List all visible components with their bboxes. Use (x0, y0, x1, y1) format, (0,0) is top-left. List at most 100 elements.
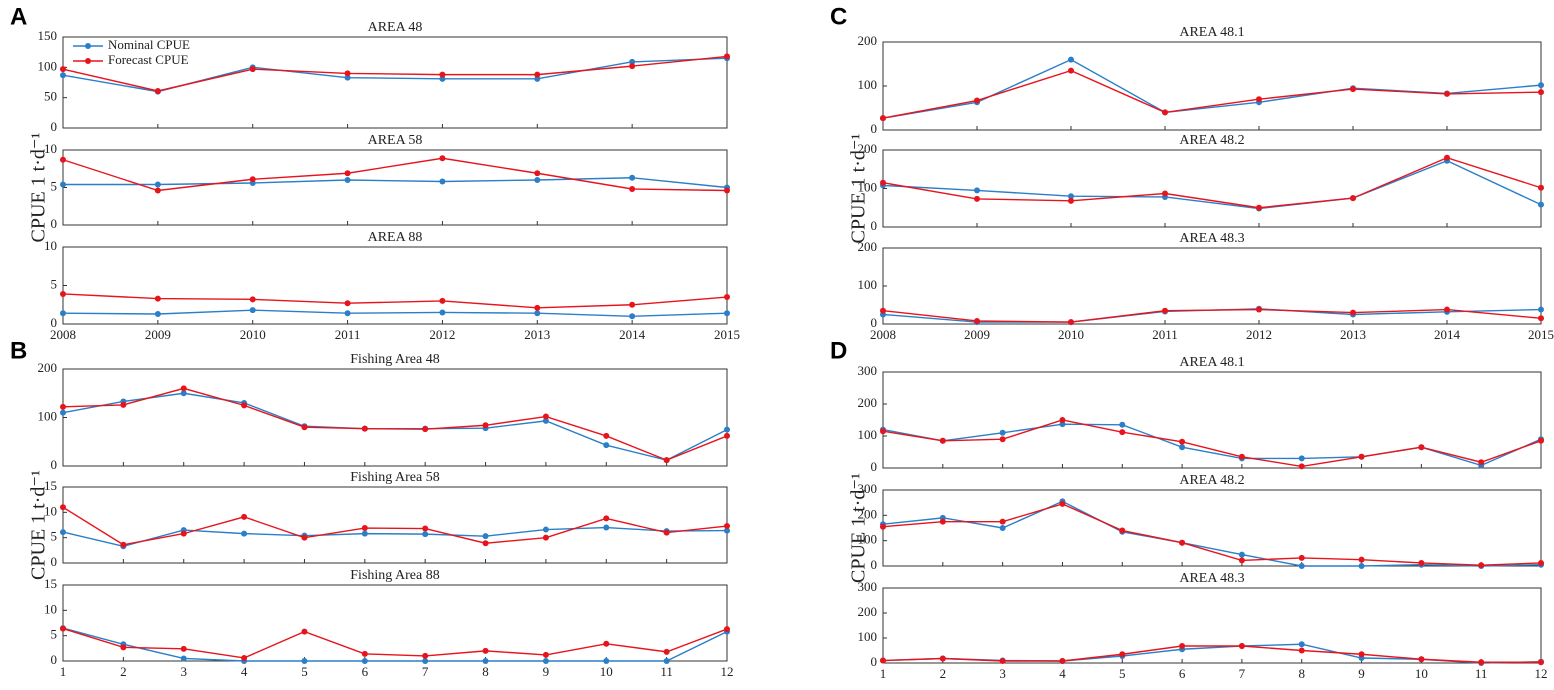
data-point (361, 530, 368, 537)
y-tick-label: 10 (44, 141, 57, 156)
x-tick-label: 12 (721, 664, 734, 679)
x-tick-label: 2008 (870, 327, 896, 342)
data-point (542, 658, 549, 664)
x-tick-label: 11 (660, 664, 673, 679)
y-tick-label: 10 (44, 503, 57, 518)
data-point (1119, 421, 1126, 428)
y-tick-label: 10 (44, 238, 57, 253)
data-point (663, 648, 670, 655)
data-point (154, 187, 161, 194)
x-tick-label: 2013 (524, 327, 550, 342)
data-point (603, 524, 610, 531)
x-tick-label: 10 (600, 664, 613, 679)
data-point (60, 625, 66, 632)
data-point (939, 437, 946, 444)
data-point (180, 645, 187, 652)
series-line (882, 156, 1542, 209)
data-point (1162, 190, 1168, 197)
data-point (180, 385, 187, 392)
data-point (534, 310, 541, 317)
data-point (1538, 89, 1544, 96)
data-point (939, 518, 946, 525)
x-tick-label: 2009 (964, 327, 990, 342)
axes-frame (882, 41, 1542, 131)
data-point (60, 310, 66, 317)
x-tick-label: 2011 (1152, 327, 1178, 342)
data-point (154, 295, 161, 302)
series-line (882, 308, 1542, 323)
x-tick-label: 5 (301, 664, 308, 679)
y-tick-label: 100 (858, 532, 878, 547)
data-point (974, 187, 980, 194)
data-point (361, 650, 368, 657)
data-point (249, 176, 256, 183)
y-tick-label: 0 (51, 457, 58, 472)
data-point (1119, 651, 1126, 658)
data-point (542, 534, 549, 541)
y-tick-label: 100 (858, 427, 878, 442)
data-point (1418, 444, 1425, 451)
data-point (880, 428, 886, 435)
data-point (60, 290, 66, 297)
x-tick-label: 2015 (714, 327, 740, 342)
data-point (422, 525, 429, 532)
data-point (663, 658, 670, 664)
y-tick-label: 50 (44, 89, 57, 104)
data-point (724, 432, 730, 439)
y-tick-label: 0 (51, 652, 58, 667)
x-tick-label: 2009 (145, 327, 171, 342)
data-point (1238, 453, 1245, 460)
series-line (62, 309, 728, 318)
y-axis-label: CPUE 1 t·d⁻¹ (28, 133, 50, 243)
series-line (882, 58, 1542, 119)
data-point (422, 652, 429, 659)
data-point (1418, 559, 1425, 566)
y-tick-label: 300 (858, 579, 878, 594)
data-point (1256, 306, 1262, 313)
x-tick-label: 10 (1415, 666, 1428, 681)
data-point (880, 307, 886, 314)
x-tick-label: 4 (241, 664, 248, 679)
y-tick-label: 0 (871, 218, 878, 233)
y-tick-label: 200 (858, 395, 878, 410)
data-point (629, 313, 636, 320)
data-point (439, 155, 446, 162)
data-point (1538, 659, 1544, 666)
y-tick-label: 0 (871, 315, 878, 330)
data-point (344, 74, 351, 81)
y-tick-label: 100 (858, 629, 878, 644)
subplot-title: AREA 48.2 (1179, 133, 1244, 148)
series-line (882, 423, 1542, 467)
x-tick-label: 2013 (1340, 327, 1366, 342)
data-point (629, 186, 636, 192)
axes-frame (62, 368, 728, 467)
x-tick-label: 3 (180, 664, 187, 679)
data-point (974, 317, 980, 324)
data-point (542, 417, 549, 424)
y-tick-label: 200 (858, 141, 878, 156)
x-tick-label: 4 (1059, 666, 1066, 681)
y-tick-label: 0 (51, 216, 58, 231)
data-point (1298, 455, 1305, 462)
data-point (1256, 204, 1262, 211)
x-tick-label: 7 (1239, 666, 1246, 681)
data-point (439, 309, 446, 316)
data-point (1478, 659, 1485, 666)
y-tick-label: 0 (51, 119, 58, 134)
data-point (1538, 559, 1544, 566)
series-line (62, 392, 728, 461)
data-point (120, 541, 127, 548)
legend-label: Nominal CPUE (108, 37, 190, 52)
data-point (724, 523, 730, 530)
data-point (999, 518, 1006, 525)
data-point (1238, 557, 1245, 564)
series-line (62, 293, 728, 309)
y-tick-label: 0 (51, 315, 58, 330)
data-point (60, 409, 66, 416)
data-point (1068, 193, 1074, 200)
y-axis-label: CPUE 1 t·d⁻¹ (28, 470, 50, 580)
data-point (439, 178, 446, 185)
data-point (1256, 96, 1262, 103)
data-point (999, 658, 1006, 664)
